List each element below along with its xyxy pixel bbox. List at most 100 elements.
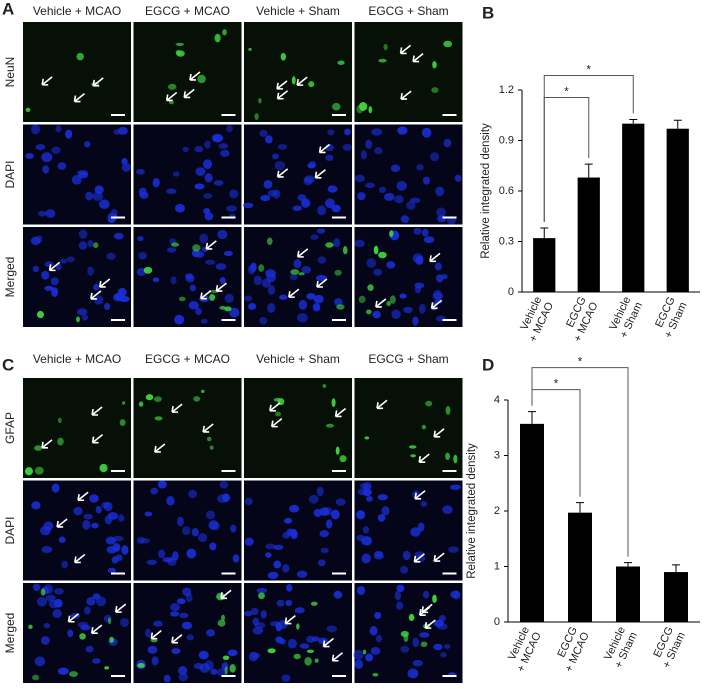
nucleus <box>433 643 443 651</box>
green-signal <box>178 296 186 302</box>
nucleus <box>223 250 233 257</box>
nucleus <box>386 261 396 269</box>
nucleus <box>320 547 329 553</box>
green-signal <box>222 29 227 36</box>
nucleus <box>316 228 326 234</box>
nucleus <box>365 182 375 188</box>
nucleus <box>259 317 268 325</box>
green-signal <box>209 293 216 301</box>
arrow <box>67 613 80 623</box>
nucleus <box>250 262 257 272</box>
micrograph <box>244 480 352 581</box>
nucleus <box>357 192 366 201</box>
micrograph-background <box>23 22 131 122</box>
green-signal <box>421 424 427 430</box>
arrow <box>74 553 86 564</box>
nucleus <box>276 599 285 607</box>
nucleus <box>204 173 213 183</box>
nucleus <box>104 302 111 311</box>
micrograph <box>23 227 131 327</box>
nucleus <box>44 261 54 268</box>
green-signal <box>386 300 391 307</box>
micrograph <box>23 22 131 122</box>
arrow <box>322 637 334 648</box>
row-label: Merged <box>3 257 17 298</box>
green-signal <box>168 100 174 105</box>
nucleus <box>256 587 268 594</box>
nucleus <box>399 293 407 299</box>
nucleus <box>265 552 272 558</box>
nucleus <box>194 146 204 153</box>
y-tick-label: 1 <box>494 560 500 572</box>
micrograph <box>353 583 463 683</box>
nucleus <box>152 177 160 188</box>
y-tick-label: 2 <box>494 505 500 517</box>
nucleus <box>442 505 453 514</box>
nucleus <box>374 612 382 620</box>
nucleus <box>219 277 226 284</box>
arrow <box>399 44 412 55</box>
green-signal <box>258 98 262 104</box>
nucleus <box>198 650 209 660</box>
nucleus <box>272 153 279 160</box>
green-signal <box>76 52 84 61</box>
nucleus <box>372 310 381 319</box>
nucleus <box>210 668 218 675</box>
nucleus <box>65 129 73 139</box>
nucleus <box>83 606 91 615</box>
nucleus <box>113 232 124 240</box>
arrow <box>154 443 166 453</box>
green-signal <box>308 81 315 88</box>
arrow <box>413 553 425 563</box>
nucleus <box>41 546 53 554</box>
nucleus <box>319 507 330 516</box>
micrograph <box>133 378 242 478</box>
micrograph-background <box>23 124 131 225</box>
nucleus <box>209 542 217 551</box>
green-signal <box>224 666 228 675</box>
arrow <box>189 71 201 81</box>
arrow <box>418 453 430 463</box>
nucleus <box>43 521 54 531</box>
nucleus <box>296 313 308 323</box>
arrow <box>91 406 103 416</box>
nucleus <box>252 627 264 635</box>
micrograph-background <box>354 22 463 122</box>
arrow <box>215 282 227 292</box>
nucleus <box>48 599 59 609</box>
nucleus <box>285 599 293 607</box>
row-label: DAPI <box>3 160 17 188</box>
nucleus <box>220 149 230 157</box>
green-signal <box>334 269 342 276</box>
nucleus <box>229 307 240 318</box>
nucleus <box>107 567 116 574</box>
nucleus <box>394 590 402 601</box>
column-header: Vehicle + Sham <box>256 352 340 366</box>
arrow <box>433 552 445 562</box>
green-signal <box>224 306 232 312</box>
green-signal <box>40 588 46 596</box>
nucleus <box>120 618 129 627</box>
nucleus <box>293 259 302 269</box>
x-tick-label: Vehicle+ MCAO <box>515 294 556 343</box>
nucleus <box>30 236 41 246</box>
nucleus <box>259 129 268 137</box>
nucleus <box>366 495 373 502</box>
green-signal <box>167 83 177 90</box>
nucleus <box>87 266 94 276</box>
nucleus <box>32 265 40 273</box>
nucleus <box>138 251 147 260</box>
nucleus <box>111 556 119 564</box>
green-signal <box>254 113 259 121</box>
arrow <box>276 168 289 178</box>
nucleus <box>317 559 326 567</box>
nucleus <box>410 527 421 537</box>
arrow <box>165 91 178 102</box>
nucleus <box>57 667 69 675</box>
nucleus <box>226 205 237 212</box>
arrow <box>424 619 436 629</box>
green-signal <box>206 436 212 442</box>
y-axis-label: Relative integrated density <box>480 123 492 259</box>
nucleus <box>413 227 422 235</box>
nucleus <box>118 514 125 522</box>
